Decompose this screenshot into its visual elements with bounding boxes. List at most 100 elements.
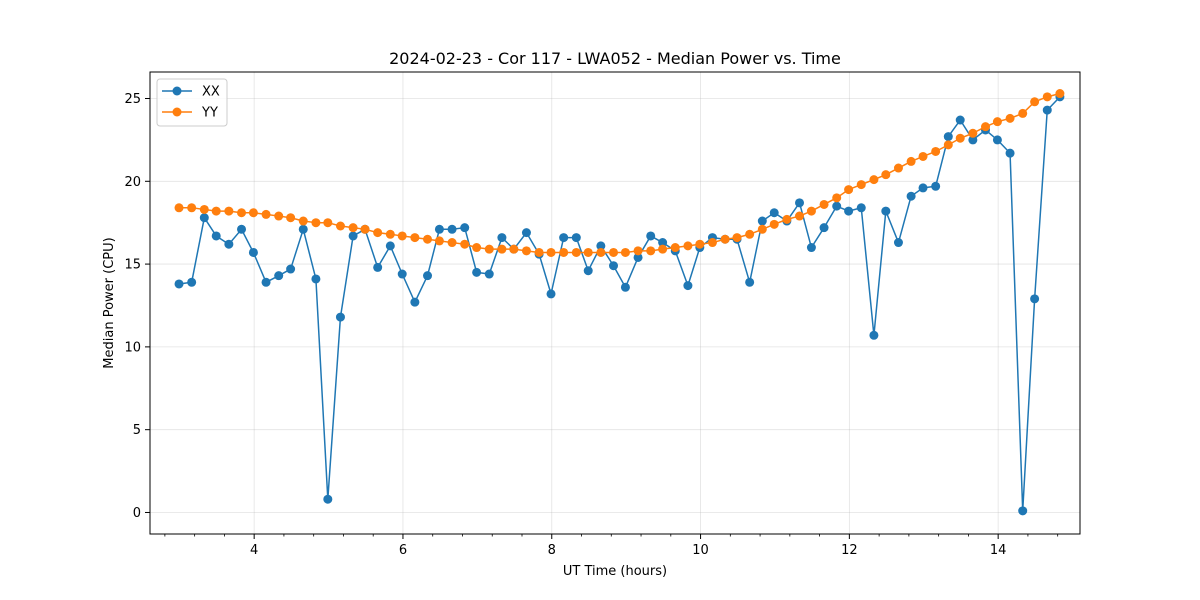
data-point-xx bbox=[658, 238, 668, 248]
data-point-yy bbox=[782, 214, 792, 224]
data-point-yy bbox=[881, 170, 891, 180]
data-point-yy bbox=[795, 211, 805, 221]
y-tick-label: 15 bbox=[124, 258, 141, 273]
data-point-xx bbox=[1005, 148, 1015, 158]
data-point-xx bbox=[646, 231, 656, 241]
data-point-xx bbox=[596, 241, 606, 251]
data-point-xx bbox=[460, 223, 470, 233]
x-tick-label: 6 bbox=[399, 543, 407, 558]
data-point-yy bbox=[670, 243, 680, 253]
data-point-xx bbox=[385, 241, 395, 251]
data-point-xx bbox=[423, 271, 433, 281]
data-point-xx bbox=[237, 224, 247, 234]
data-point-xx bbox=[931, 181, 941, 191]
data-point-yy bbox=[348, 223, 358, 233]
data-point-yy bbox=[211, 206, 221, 216]
data-point-xx bbox=[633, 252, 643, 262]
data-point-yy bbox=[992, 117, 1002, 127]
data-point-xx bbox=[1042, 105, 1052, 115]
data-point-xx bbox=[497, 233, 507, 243]
data-point-yy bbox=[732, 233, 742, 243]
data-point-xx bbox=[397, 269, 407, 279]
data-point-yy bbox=[620, 247, 630, 257]
legend-yy-label: YY bbox=[201, 106, 218, 121]
data-point-yy bbox=[521, 246, 531, 256]
data-point-yy bbox=[360, 224, 370, 234]
data-point-yy bbox=[298, 216, 308, 226]
data-point-xx bbox=[434, 224, 444, 234]
data-point-xx bbox=[248, 247, 258, 257]
data-point-yy bbox=[583, 247, 593, 257]
y-tick-label: 0 bbox=[133, 506, 141, 521]
legend-yy-marker bbox=[172, 107, 182, 117]
data-point-xx bbox=[968, 135, 978, 145]
data-point-yy bbox=[497, 244, 507, 254]
data-point-yy bbox=[224, 206, 234, 216]
data-point-yy bbox=[806, 206, 816, 216]
data-point-yy bbox=[609, 247, 619, 257]
data-point-xx bbox=[348, 231, 358, 241]
data-point-yy bbox=[199, 204, 209, 214]
data-point-yy bbox=[893, 163, 903, 173]
x-tick-label: 12 bbox=[841, 543, 858, 558]
data-point-xx bbox=[769, 208, 779, 218]
data-point-yy bbox=[757, 224, 767, 234]
data-point-yy bbox=[769, 219, 779, 229]
data-point-xx bbox=[1030, 294, 1040, 304]
data-point-yy bbox=[943, 140, 953, 150]
data-point-xx bbox=[410, 297, 420, 307]
data-point-xx bbox=[187, 277, 197, 287]
y-tick-label: 5 bbox=[133, 423, 141, 438]
data-point-xx bbox=[298, 224, 308, 234]
data-point-xx bbox=[211, 231, 221, 241]
data-point-xx bbox=[571, 233, 581, 243]
data-point-yy bbox=[509, 244, 519, 254]
data-point-xx bbox=[472, 267, 482, 277]
data-point-yy bbox=[906, 156, 916, 166]
data-point-yy bbox=[707, 238, 717, 248]
data-point-xx bbox=[881, 206, 891, 216]
y-tick-label: 25 bbox=[124, 92, 141, 107]
data-point-yy bbox=[571, 247, 581, 257]
data-point-yy bbox=[286, 213, 296, 223]
data-point-yy bbox=[819, 199, 829, 209]
data-point-yy bbox=[410, 233, 420, 243]
data-point-yy bbox=[323, 218, 333, 228]
data-point-xx bbox=[447, 224, 457, 234]
data-point-yy bbox=[397, 231, 407, 241]
data-point-yy bbox=[633, 246, 643, 256]
data-point-xx bbox=[274, 271, 284, 281]
chart-title: 2024-02-23 - Cor 117 - LWA052 - Median P… bbox=[389, 49, 841, 68]
plot-series bbox=[174, 89, 1065, 516]
data-point-yy bbox=[335, 221, 345, 231]
data-point-xx bbox=[174, 279, 184, 289]
data-point-yy bbox=[261, 209, 271, 219]
data-point-yy bbox=[832, 193, 842, 203]
data-point-xx bbox=[806, 243, 816, 253]
data-point-yy bbox=[683, 241, 693, 251]
x-tick-label: 8 bbox=[548, 543, 556, 558]
x-tick-label: 4 bbox=[250, 543, 258, 558]
data-point-xx bbox=[484, 269, 494, 279]
data-point-xx bbox=[906, 191, 916, 201]
data-point-xx bbox=[224, 239, 234, 249]
data-point-xx bbox=[199, 213, 209, 223]
data-point-xx bbox=[609, 261, 619, 271]
legend: XX YY bbox=[156, 78, 228, 127]
data-point-xx bbox=[757, 216, 767, 226]
data-point-yy bbox=[856, 180, 866, 190]
legend-xx-label: XX bbox=[202, 85, 220, 100]
data-point-yy bbox=[311, 218, 321, 228]
data-point-yy bbox=[1030, 97, 1040, 107]
data-point-xx bbox=[335, 312, 345, 322]
data-point-yy bbox=[968, 128, 978, 138]
data-point-xx bbox=[869, 330, 879, 340]
data-point-yy bbox=[546, 247, 556, 257]
data-point-yy bbox=[844, 185, 854, 195]
data-point-xx bbox=[286, 264, 296, 274]
data-point-xx bbox=[521, 228, 531, 238]
data-point-yy bbox=[237, 208, 247, 218]
data-point-xx bbox=[261, 277, 271, 287]
data-point-yy bbox=[658, 244, 668, 254]
data-point-xx bbox=[856, 203, 866, 213]
